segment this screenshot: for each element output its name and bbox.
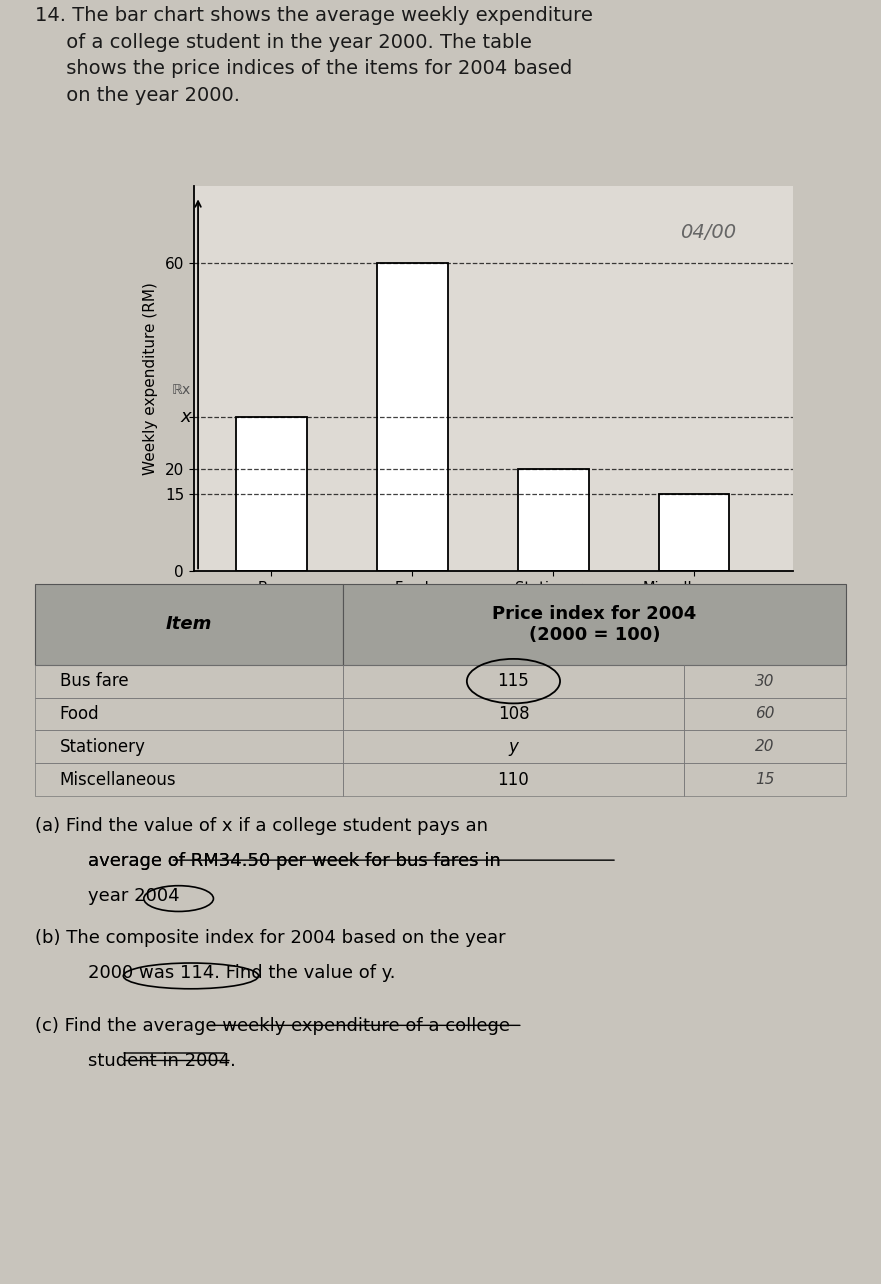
Text: average of RM34.50 per week for bus fares in: average of RM34.50 per week for bus fare… [88,851,501,869]
Text: (c) Find the average weekly expenditure of a college: (c) Find the average weekly expenditure … [35,1017,510,1035]
Bar [35,665,344,697]
Text: 60: 60 [755,706,774,722]
Bar [344,763,684,796]
Text: Item: Item [166,615,212,633]
Text: 30: 30 [755,674,774,688]
Text: 2000 was 114. Find the value of y.: 2000 was 114. Find the value of y. [88,964,396,982]
Text: x: x [181,408,191,426]
Bar [344,665,684,697]
Text: Food: Food [60,705,100,723]
Bar [684,763,846,796]
Text: 04/00: 04/00 [680,223,737,241]
Text: Item: Item [804,584,839,600]
Text: 108: 108 [498,705,529,723]
Text: Miscellaneous: Miscellaneous [60,770,176,788]
Text: y: y [508,738,518,756]
Text: (a) Find the value of x if a college student pays an: (a) Find the value of x if a college stu… [35,817,488,835]
Bar [35,763,344,796]
Y-axis label: Weekly expenditure (RM): Weekly expenditure (RM) [143,282,158,475]
Text: Price index for 2004
(2000 = 100): Price index for 2004 (2000 = 100) [492,605,697,643]
Bar [344,584,846,665]
Text: Stationery: Stationery [60,738,145,756]
Bar [35,697,344,731]
Bar [377,263,448,571]
Bar [659,494,729,571]
Text: 14. The bar chart shows the average weekly expenditure
     of a college student: 14. The bar chart shows the average week… [35,6,593,105]
Bar [684,697,846,731]
Text: (b) The composite index for 2004 based on the year: (b) The composite index for 2004 based o… [35,930,506,948]
Text: 115: 115 [498,672,529,690]
Bar [35,731,344,763]
Bar [344,697,684,731]
Bar [518,469,589,571]
Bar [236,417,307,571]
Text: 20: 20 [755,740,774,754]
Text: Bus fare: Bus fare [60,672,128,690]
Bar [35,584,344,665]
Text: student in 2004.: student in 2004. [88,1052,236,1070]
Bar [684,665,846,697]
Text: 15: 15 [755,772,774,787]
Text: average of RM34.50 per week for bus fares in: average of RM34.50 per week for bus fare… [88,851,501,869]
Text: ℝx: ℝx [172,383,191,397]
Bar [344,731,684,763]
Text: year 2004: year 2004 [88,887,180,905]
Text: average of RM34.50 per week for bus fares in: average of RM34.50 per week for bus fare… [88,851,501,869]
Text: 110: 110 [498,770,529,788]
Bar [684,731,846,763]
